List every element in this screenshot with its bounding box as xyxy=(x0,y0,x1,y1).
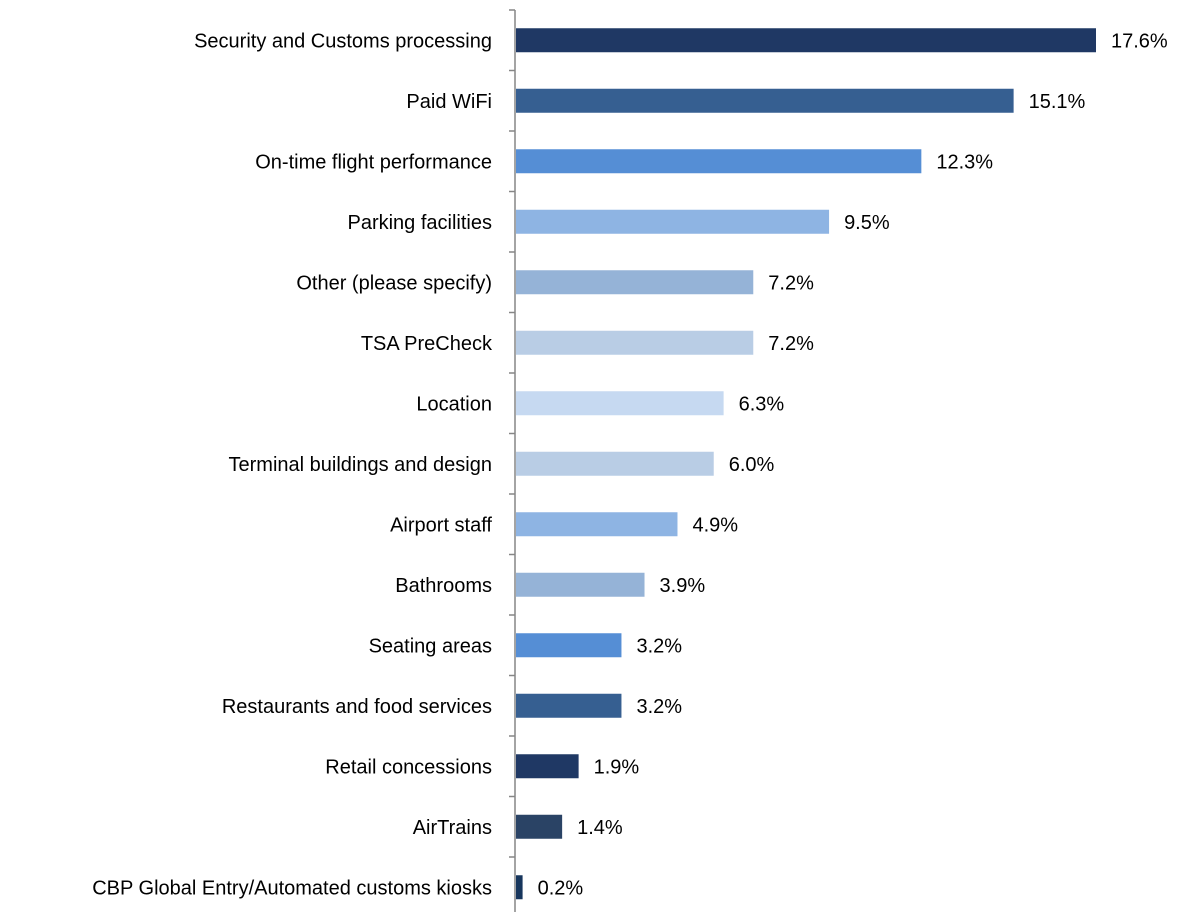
bar xyxy=(516,754,579,779)
category-label: AirTrains xyxy=(413,817,492,839)
bar xyxy=(516,88,1014,113)
category-label: Parking facilities xyxy=(347,212,492,234)
category-label: CBP Global Entry/Automated customs kiosk… xyxy=(92,877,492,899)
value-label: 0.2% xyxy=(538,877,584,899)
value-label: 7.2% xyxy=(768,333,814,355)
value-label: 1.9% xyxy=(594,756,640,778)
value-label: 6.0% xyxy=(729,454,775,476)
category-label: Other (please specify) xyxy=(296,272,492,294)
bar xyxy=(516,512,678,537)
category-label: TSA PreCheck xyxy=(361,333,493,355)
bar xyxy=(516,391,724,416)
value-label: 6.3% xyxy=(739,393,785,415)
category-labels: Security and Customs processing Paid WiFi… xyxy=(92,30,493,899)
bar xyxy=(516,572,645,597)
bar xyxy=(516,633,622,658)
bar xyxy=(516,270,754,295)
bar xyxy=(516,875,523,900)
bar xyxy=(516,451,714,476)
value-label: 15.1% xyxy=(1029,91,1086,113)
bar xyxy=(516,209,830,234)
category-label: Seating areas xyxy=(369,635,492,657)
category-label: Terminal buildings and design xyxy=(229,454,493,476)
y-axis xyxy=(509,9,516,912)
category-label: On-time flight performance xyxy=(255,151,492,173)
value-label: 9.5% xyxy=(844,212,890,234)
bar xyxy=(516,814,563,839)
value-label: 3.9% xyxy=(660,575,706,597)
category-label: Airport staff xyxy=(390,514,492,536)
value-label: 3.2% xyxy=(636,635,682,657)
category-label: Bathrooms xyxy=(395,575,492,597)
value-label: 4.9% xyxy=(692,514,738,536)
value-label: 7.2% xyxy=(768,272,814,294)
value-label: 12.3% xyxy=(936,151,993,173)
category-label: Retail concessions xyxy=(325,756,492,778)
bar xyxy=(516,149,922,174)
bar xyxy=(516,330,754,355)
bars xyxy=(516,28,1096,900)
value-label: 1.4% xyxy=(577,817,623,839)
value-labels: 17.6% 15.1% 12.3% 9.5% 7.2% 7.2% 6.3% 6.0% 4.9% 3… xyxy=(538,30,1168,899)
bar xyxy=(516,693,622,718)
category-label: Paid WiFi xyxy=(406,91,492,113)
category-label: Restaurants and food services xyxy=(222,696,492,718)
category-label: Location xyxy=(416,393,492,415)
category-label: Security and Customs processing xyxy=(194,30,492,52)
value-label: 17.6% xyxy=(1111,30,1168,52)
value-label: 3.2% xyxy=(636,696,682,718)
bar xyxy=(516,28,1096,53)
